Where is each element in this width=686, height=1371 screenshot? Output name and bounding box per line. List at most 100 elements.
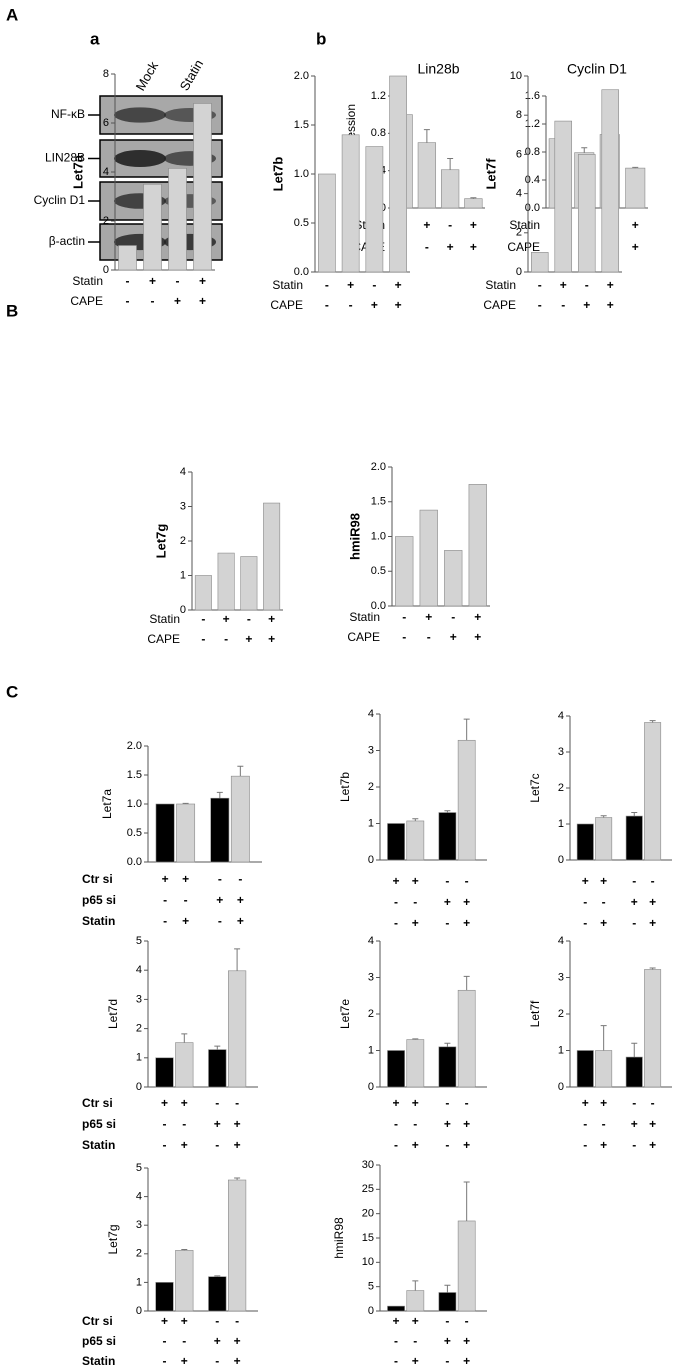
chart-title: Lin28b: [417, 61, 459, 77]
condition-sign: +: [412, 874, 419, 888]
error-bar: [234, 1177, 241, 1181]
condition-sign: +: [412, 1138, 419, 1152]
error-bar: [182, 802, 189, 804]
condition-sign: +: [470, 240, 477, 254]
condition-name: p65 si: [82, 893, 116, 907]
condition-sign: +: [649, 1138, 656, 1152]
condition-sign: +: [234, 1138, 241, 1152]
y-tick-label: 4: [558, 710, 564, 722]
condition-sign: +: [444, 1117, 451, 1131]
error-bar: [412, 818, 419, 821]
condition-sign: +: [393, 1096, 400, 1110]
y-tick-label: 1: [558, 818, 564, 830]
error-bar: [463, 975, 470, 991]
y-tick-label: 1.2: [525, 118, 540, 130]
band: [114, 149, 166, 168]
condition-sign: +: [234, 1334, 241, 1348]
y-tick-label: 2.0: [371, 461, 386, 473]
condition-sign: +: [631, 895, 638, 909]
condition-sign: +: [463, 895, 470, 909]
condition-sign: -: [349, 298, 353, 312]
condition-sign: +: [234, 1117, 241, 1131]
condition-sign: -: [448, 218, 452, 232]
y-tick-label: 20: [362, 1208, 374, 1220]
condition-sign: -: [445, 1138, 449, 1152]
bar: [457, 1220, 476, 1312]
y-tick-label: 1: [368, 817, 374, 829]
condition-sign: -: [394, 1334, 398, 1348]
row-label: Cyclin D1: [34, 193, 86, 207]
error-bar: [214, 1275, 221, 1277]
y-axis-label: Let7d: [106, 999, 120, 1029]
y-tick-label: 3: [558, 746, 564, 758]
condition-sign: +: [216, 893, 223, 907]
condition-sign: -: [583, 916, 587, 930]
bar: [176, 803, 196, 863]
condition-sign: +: [371, 298, 378, 312]
condition-sign: +: [447, 240, 454, 254]
condition-name: Statin: [82, 1354, 115, 1368]
y-tick-label: 25: [362, 1183, 374, 1195]
error-bar: [649, 720, 656, 723]
bar: [419, 509, 438, 607]
y-tick-label: 1.5: [127, 769, 142, 781]
condition-sign: -: [602, 895, 606, 909]
condition-sign: +: [582, 1096, 589, 1110]
y-tick-label: 0: [180, 604, 186, 616]
y-tick-label: 2.0: [294, 70, 309, 82]
bar: [118, 245, 137, 271]
condition-sign: -: [215, 1138, 219, 1152]
condition-sign: +: [395, 278, 402, 292]
y-tick-label: 5: [368, 1281, 374, 1293]
error-bar: [181, 1033, 188, 1043]
y-tick-label: 2: [136, 1023, 142, 1035]
condition-sign: +: [600, 1096, 607, 1110]
y-tick-label: 2: [368, 781, 374, 793]
bar: [457, 739, 476, 861]
y-tick-label: 4: [136, 1191, 142, 1203]
bar: [440, 169, 460, 209]
condition-sign: -: [402, 610, 406, 624]
y-axis-label: Let7g: [153, 524, 168, 559]
bar: [230, 775, 250, 863]
y-tick-label: 4: [136, 964, 142, 976]
y-tick-label: 0: [558, 854, 564, 866]
y-axis-label: Let7g: [106, 1224, 120, 1254]
bar: [417, 142, 437, 209]
y-tick-label: 5: [136, 1162, 142, 1174]
bar: [625, 815, 643, 861]
condition-sign: -: [163, 914, 167, 928]
condition-sign: -: [632, 916, 636, 930]
y-tick-label: 2: [558, 1008, 564, 1020]
condition-sign: +: [607, 298, 614, 312]
condition-sign: +: [234, 1354, 241, 1368]
error-bar: [412, 1038, 419, 1040]
condition-sign: -: [163, 893, 167, 907]
y-tick-label: 0.5: [371, 565, 386, 577]
condition-sign: +: [600, 874, 607, 888]
condition-sign: +: [347, 278, 354, 292]
error-bar: [237, 765, 244, 777]
y-tick-label: 2: [103, 215, 109, 227]
condition-sign: -: [402, 630, 406, 644]
bar: [193, 103, 212, 271]
bar: [438, 1046, 457, 1088]
condition-sign: -: [413, 895, 417, 909]
condition-sign: +: [149, 274, 156, 288]
y-tick-label: 4: [103, 166, 109, 178]
condition-sign: +: [181, 1138, 188, 1152]
error-bar: [649, 967, 656, 970]
y-axis-label: Let7a: [70, 154, 85, 189]
bar: [644, 969, 662, 1088]
row-label: β-actin: [49, 234, 85, 248]
y-tick-label: 3: [368, 744, 374, 756]
error-bar: [463, 718, 470, 741]
error-bar: [412, 1280, 419, 1291]
condition-sign: +: [583, 298, 590, 312]
bar: [577, 154, 596, 273]
condition-sign: -: [413, 1117, 417, 1131]
bar: [625, 1056, 643, 1088]
condition-sign: -: [583, 1117, 587, 1131]
y-axis-label: Let7e: [338, 999, 352, 1029]
